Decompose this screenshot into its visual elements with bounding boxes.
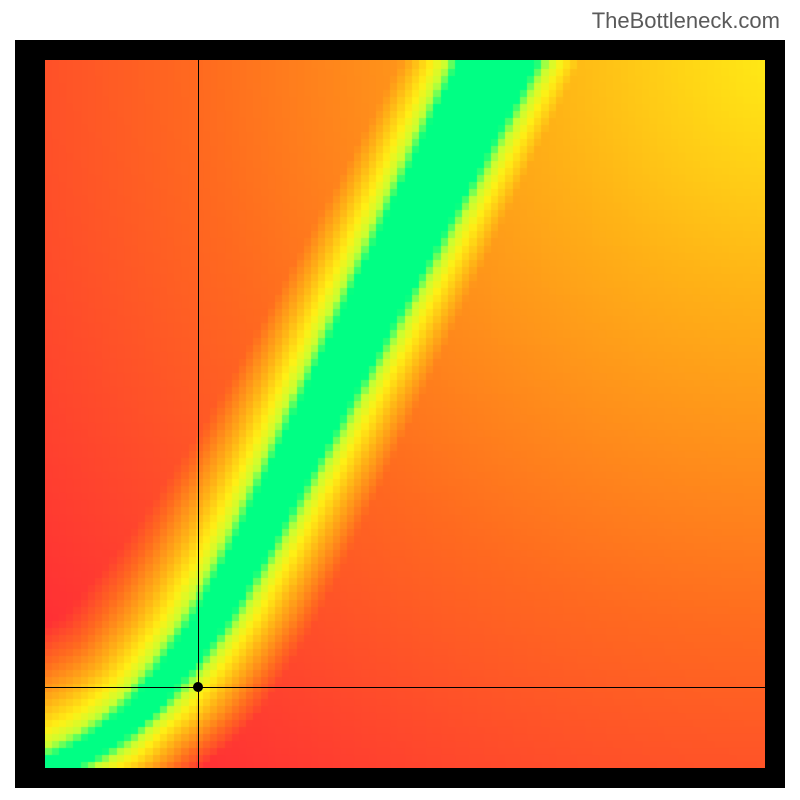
chart-frame bbox=[15, 40, 785, 788]
marker-dot bbox=[193, 682, 203, 692]
page: TheBottleneck.com bbox=[0, 0, 800, 800]
watermark-text: TheBottleneck.com bbox=[592, 8, 780, 34]
heatmap-canvas bbox=[45, 60, 765, 768]
crosshair-vertical bbox=[198, 60, 199, 768]
crosshair-horizontal bbox=[45, 687, 765, 688]
